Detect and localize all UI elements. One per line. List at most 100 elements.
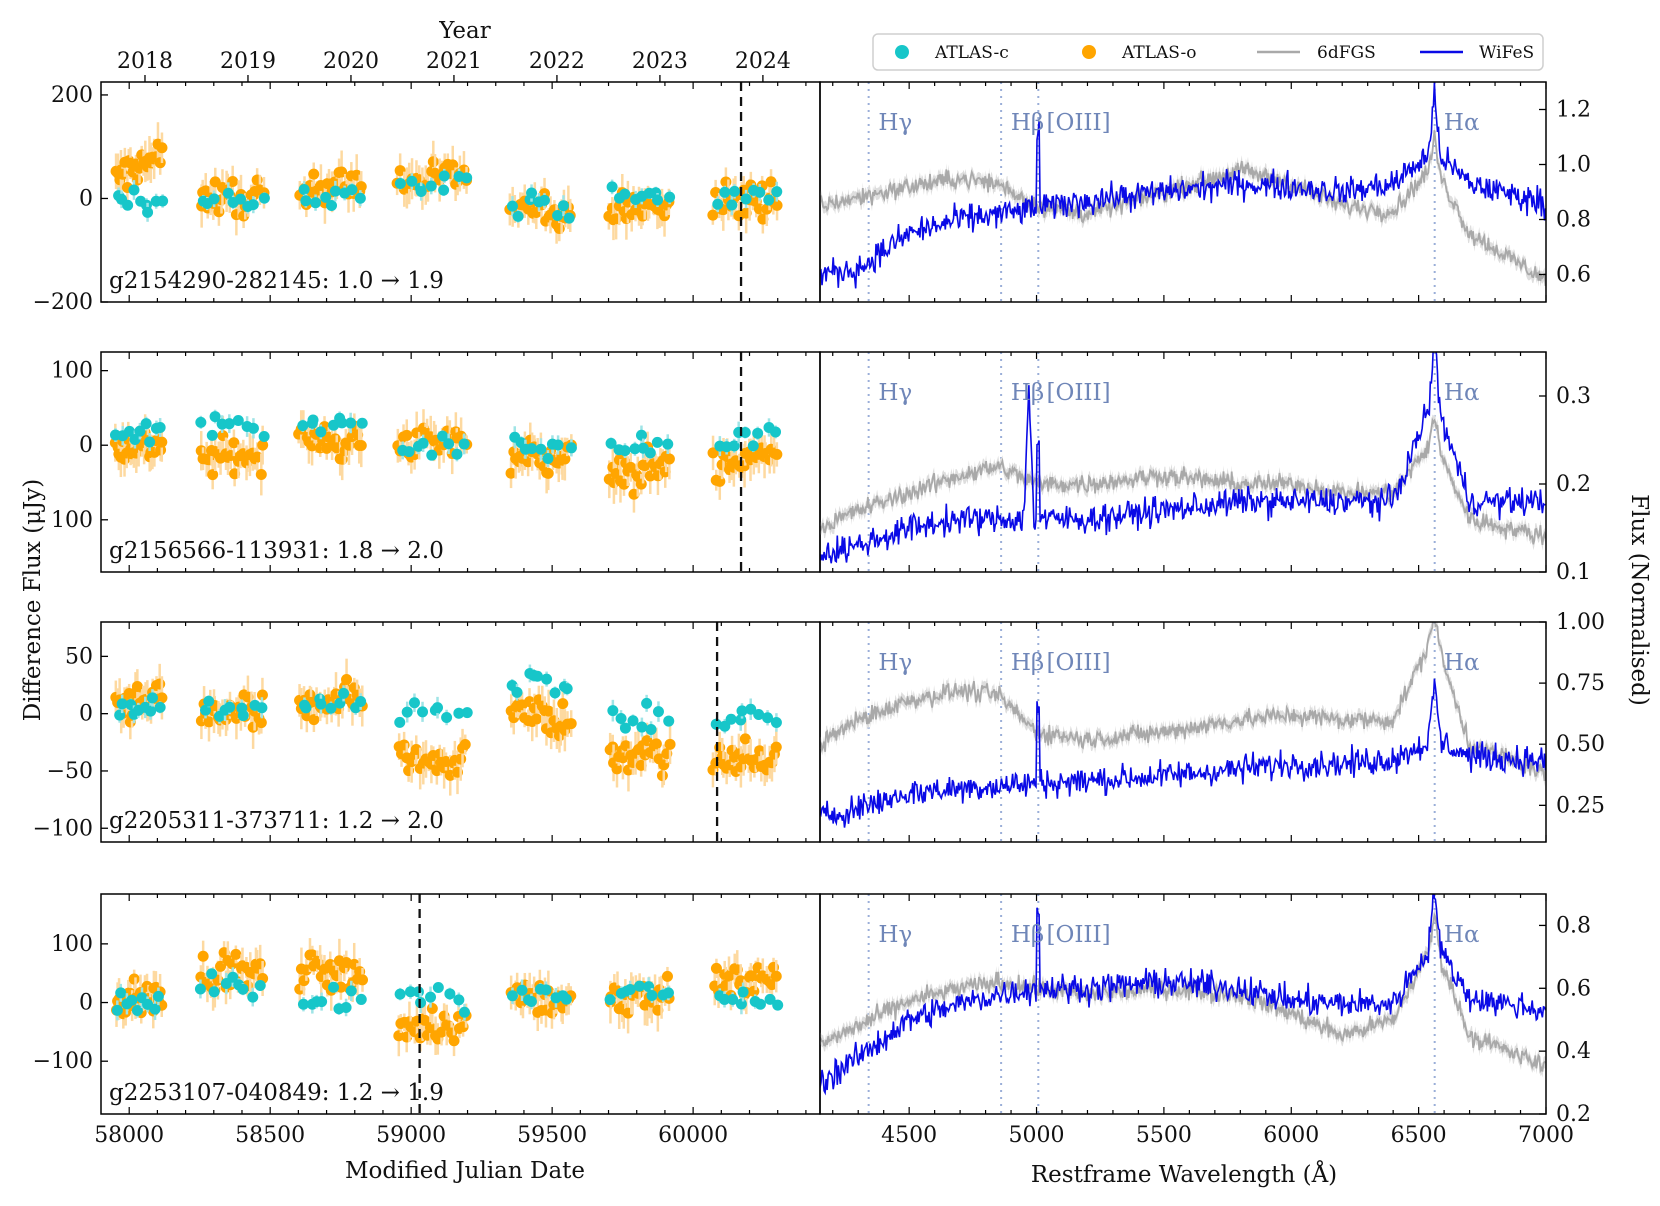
point-atlas-c	[194, 983, 206, 995]
emission-line-label: Hα	[1444, 380, 1480, 406]
point-atlas-c	[300, 195, 312, 207]
point-atlas-c	[223, 418, 235, 430]
spectrum-band-6dfgs	[820, 414, 1546, 551]
point-atlas-o	[650, 738, 662, 750]
object-name: g2253107-040849: 1.2 → 1.9	[109, 1080, 444, 1106]
point-atlas-c	[645, 724, 657, 736]
point-atlas-c	[726, 199, 738, 211]
point-atlas-c	[552, 439, 564, 451]
point-atlas-c	[114, 709, 126, 721]
lightcurve-panel-4: 100 0 −100 58000 58500 59000 59500 60000 g225310…	[33, 893, 821, 1148]
point-atlas-c	[644, 447, 656, 459]
point-atlas-c	[394, 177, 406, 189]
point-atlas-o	[553, 222, 565, 234]
point-atlas-c	[458, 438, 470, 450]
point-atlas-o	[434, 748, 446, 760]
point-atlas-o	[213, 206, 225, 218]
point-atlas-c	[307, 414, 319, 426]
point-atlas-o	[542, 467, 554, 479]
point-atlas-o	[661, 970, 673, 982]
spectrum-panel-2: Hγ Hβ [OIII] Hα 0.3 0.2 0.1	[819, 351, 1591, 585]
legend-marker-atlas-c	[895, 45, 909, 59]
point-atlas-c	[606, 181, 618, 193]
spectrum-wifes	[820, 894, 1546, 1096]
point-atlas-c	[326, 199, 338, 211]
point-atlas-o	[154, 157, 166, 169]
point-atlas-o	[228, 437, 240, 449]
y-tick-label: 100	[51, 508, 93, 533]
point-atlas-c	[142, 206, 154, 218]
year-label: 2023	[632, 49, 688, 74]
left-x-axis-label: Modified Julian Date	[345, 1158, 585, 1184]
point-atlas-o	[203, 716, 215, 728]
point-atlas-o	[639, 460, 651, 472]
point-atlas-o	[611, 763, 623, 775]
emission-line-label: [OIII]	[1047, 380, 1111, 406]
point-atlas-c	[129, 433, 141, 445]
spectra	[820, 622, 1546, 842]
point-atlas-c	[247, 422, 259, 434]
point-atlas-c	[636, 721, 648, 733]
y-tick-label: 0.75	[1556, 671, 1605, 696]
point-atlas-c	[336, 417, 348, 429]
point-atlas-c	[408, 697, 420, 709]
y-tick-label: 0.6	[1556, 263, 1591, 288]
point-atlas-c	[297, 420, 309, 432]
point-atlas-o	[748, 985, 760, 997]
point-atlas-c	[627, 715, 639, 727]
point-atlas-c	[560, 993, 572, 1005]
point-atlas-c	[356, 417, 368, 429]
point-atlas-c	[298, 184, 310, 196]
x-tick-label: 5500	[1136, 1123, 1192, 1148]
point-atlas-c	[315, 426, 327, 438]
point-atlas-o	[637, 210, 649, 222]
year-label: 2024	[735, 49, 791, 74]
point-atlas-c	[206, 968, 218, 980]
point-atlas-c	[506, 200, 518, 212]
point-atlas-c	[227, 971, 239, 983]
point-atlas-c	[115, 987, 127, 999]
point-atlas-c	[725, 713, 737, 725]
point-atlas-c	[346, 184, 358, 196]
point-atlas-c	[417, 437, 429, 449]
y-tick-label: 0.25	[1556, 793, 1605, 818]
year-axis-title: Year	[438, 18, 491, 44]
point-atlas-c	[563, 212, 575, 224]
point-atlas-c	[619, 445, 631, 457]
point-atlas-o	[227, 175, 239, 187]
point-atlas-c	[340, 1001, 352, 1013]
point-atlas-c	[516, 984, 528, 996]
emission-line-label: [OIII]	[1047, 922, 1111, 948]
point-atlas-c	[557, 200, 569, 212]
point-atlas-c	[461, 707, 473, 719]
legend-label-6dfgs: 6dFGS	[1317, 43, 1376, 63]
y-tick-label: 0	[79, 186, 93, 211]
point-atlas-c	[763, 194, 775, 206]
point-atlas-o	[254, 958, 266, 970]
point-atlas-c	[200, 704, 212, 716]
point-atlas-o	[298, 975, 310, 987]
point-atlas-c	[615, 713, 627, 725]
point-atlas-c	[538, 194, 550, 206]
lightcurve-panel-3: 50 0 −50 −100 g2205311-373711: 1.2 → 2.0	[33, 621, 821, 843]
year-label: 2018	[117, 49, 173, 74]
legend-label-atlas-c: ATLAS-c	[934, 43, 1009, 63]
point-atlas-c	[764, 993, 776, 1005]
point-atlas-c	[146, 692, 158, 704]
object-name: g2205311-373711: 1.2 → 2.0	[109, 808, 444, 834]
x-tick-label: 4500	[881, 1123, 937, 1148]
emission-line-label: [OIII]	[1047, 110, 1111, 136]
point-atlas-c	[325, 702, 337, 714]
point-atlas-c	[542, 453, 554, 465]
point-atlas-o	[714, 475, 726, 487]
point-atlas-o	[308, 168, 320, 180]
point-atlas-c	[111, 1004, 123, 1016]
point-atlas-c	[131, 1004, 143, 1016]
point-atlas-o	[308, 714, 320, 726]
point-atlas-c	[652, 706, 664, 718]
point-atlas-o	[766, 979, 778, 991]
point-atlas-c	[541, 673, 553, 685]
spectrum-panel-3: Hγ Hβ [OIII] Hα 1.00 0.75 0.50 0.25	[819, 610, 1605, 843]
point-atlas-c	[651, 436, 663, 448]
point-atlas-c	[222, 187, 234, 199]
